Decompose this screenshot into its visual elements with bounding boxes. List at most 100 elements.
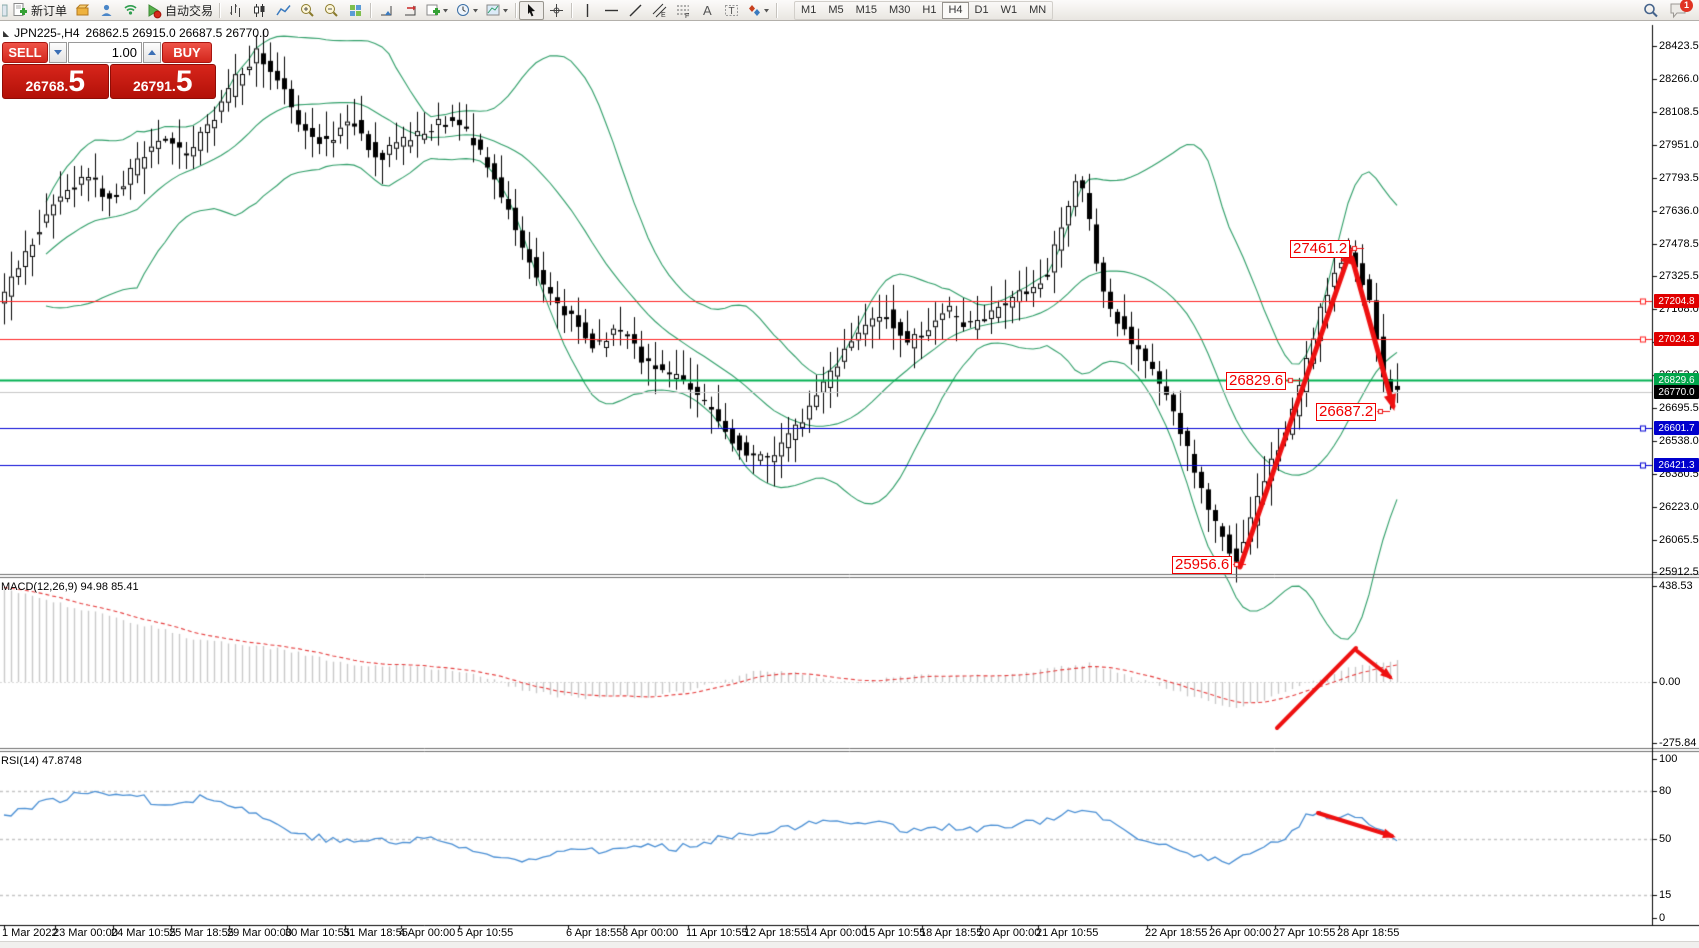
chart-header: ◣ JPN225-,H4 26862.5 26915.0 26687.5 267… bbox=[3, 26, 269, 40]
text-label-icon: T bbox=[724, 4, 738, 17]
search-icon bbox=[1644, 3, 1658, 17]
periods-button[interactable] bbox=[452, 1, 482, 20]
order-controls-row: SELL BUY bbox=[2, 42, 216, 63]
arrows-tool-button[interactable] bbox=[743, 1, 773, 20]
zoom-out-icon bbox=[324, 3, 338, 17]
axis-label: 27478.5 bbox=[1659, 238, 1699, 250]
autotrading-label: 自动交易 bbox=[165, 3, 214, 18]
axis-label: 28108.5 bbox=[1659, 106, 1699, 118]
timeframe-button-mn[interactable]: MN bbox=[1029, 3, 1047, 16]
text-icon: A bbox=[703, 3, 712, 18]
community-button[interactable] bbox=[94, 1, 118, 20]
signals-button[interactable] bbox=[118, 1, 142, 20]
time-axis-label: 15 Apr 10:55 bbox=[863, 927, 926, 939]
channel-tool-button[interactable]: E bbox=[647, 1, 671, 20]
search-button[interactable] bbox=[1639, 1, 1663, 20]
text-label-tool-button[interactable]: T bbox=[719, 1, 743, 20]
price-annotation[interactable]: 27461.2 bbox=[1290, 240, 1351, 258]
profiles-button[interactable] bbox=[482, 1, 512, 20]
axis-label: 28423.5 bbox=[1659, 40, 1699, 52]
auto-scroll-icon bbox=[380, 5, 392, 15]
auto-scroll-button[interactable] bbox=[374, 1, 398, 20]
arrows-icon bbox=[749, 4, 770, 16]
timeframe-button-m30[interactable]: M30 bbox=[889, 3, 911, 16]
candlestick-chart-button[interactable] bbox=[247, 1, 271, 20]
timeframe-button-w1[interactable]: W1 bbox=[1000, 3, 1018, 16]
toolbar-separator bbox=[515, 2, 517, 18]
svg-text:T: T bbox=[728, 6, 734, 17]
zoom-in-button[interactable] bbox=[295, 1, 319, 20]
timeframe-button-m5[interactable]: M5 bbox=[828, 3, 844, 16]
zoom-in-icon bbox=[300, 3, 314, 17]
axis-label: 26065.5 bbox=[1659, 534, 1699, 546]
axis-label: 27636.0 bbox=[1659, 205, 1699, 217]
equidistant-channel-icon: E bbox=[652, 3, 666, 19]
time-axis-label: 14 Apr 00:00 bbox=[805, 927, 868, 939]
volume-input[interactable] bbox=[68, 42, 142, 63]
line-chart-button[interactable] bbox=[271, 1, 295, 20]
crosshair-tool-button[interactable] bbox=[544, 1, 568, 20]
sell-price[interactable]: 26768. 5 bbox=[2, 64, 109, 99]
clipped-icon[interactable] bbox=[1, 1, 8, 20]
horizontal-line-icon bbox=[604, 9, 618, 11]
axis-label: 100 bbox=[1659, 753, 1678, 765]
price-badge: 26770.0 bbox=[1654, 385, 1699, 399]
bar-chart-button[interactable] bbox=[223, 1, 247, 20]
price-annotation[interactable]: 25956.6 bbox=[1172, 556, 1233, 574]
time-axis-label: 21 Apr 10:55 bbox=[1036, 927, 1099, 939]
buy-price[interactable]: 26791. 5 bbox=[109, 64, 216, 99]
price-annotation[interactable]: 26687.2 bbox=[1316, 403, 1377, 421]
new-order-button[interactable]: 新订单 bbox=[8, 1, 70, 20]
toolbar-right-group: 1 bbox=[1639, 0, 1693, 20]
signal-icon bbox=[123, 4, 137, 15]
axis-label: 15 bbox=[1659, 889, 1672, 901]
panel-toggle-arrow[interactable]: ◣ bbox=[3, 28, 10, 38]
timeframe-button-m15[interactable]: M15 bbox=[855, 3, 877, 16]
new-order-label: 新订单 bbox=[31, 3, 68, 18]
trendline-tool-button[interactable] bbox=[623, 1, 647, 20]
new-order-icon bbox=[13, 2, 27, 16]
market-button[interactable] bbox=[70, 1, 94, 20]
time-axis-label: 11 Apr 10:55 bbox=[686, 927, 748, 939]
time-axis-label: 24 Mar 10:55 bbox=[111, 927, 176, 939]
zoom-out-button[interactable] bbox=[319, 1, 343, 20]
svg-text:E: E bbox=[661, 12, 666, 19]
cursor-icon bbox=[528, 3, 536, 16]
profiles-icon bbox=[486, 4, 509, 15]
vertical-line-tool-button[interactable] bbox=[575, 1, 599, 20]
svg-text:A: A bbox=[703, 3, 712, 18]
autotrading-icon bbox=[148, 3, 162, 18]
volume-decrease-button[interactable] bbox=[49, 42, 67, 63]
chart-shift-button[interactable] bbox=[398, 1, 422, 20]
timeframe-button-h1[interactable]: H1 bbox=[922, 3, 937, 16]
sell-button[interactable]: SELL bbox=[2, 42, 48, 63]
fibonacci-icon: F bbox=[676, 5, 689, 19]
price-badge: 26601.7 bbox=[1654, 421, 1699, 435]
notifications-button[interactable]: 1 bbox=[1669, 0, 1693, 19]
horizontal-line-tool-button[interactable] bbox=[599, 1, 623, 20]
buy-button[interactable]: BUY bbox=[162, 42, 212, 63]
cursor-tool-button[interactable] bbox=[519, 0, 545, 20]
tile-windows-icon bbox=[349, 4, 361, 16]
axis-label: 27793.5 bbox=[1659, 172, 1699, 184]
axis-label: 27325.5 bbox=[1659, 270, 1699, 282]
text-tool-button[interactable]: A bbox=[695, 1, 719, 20]
time-axis-label: 6 Apr 18:55 bbox=[566, 927, 623, 939]
axis-label: 80 bbox=[1659, 785, 1672, 797]
timeframe-button-h4[interactable]: H4 bbox=[942, 1, 969, 19]
autotrading-button[interactable]: 自动交易 bbox=[142, 1, 216, 20]
volume-increase-button[interactable] bbox=[143, 42, 161, 63]
axis-label: 50 bbox=[1659, 833, 1672, 845]
price-annotation[interactable]: 26829.6 bbox=[1226, 372, 1287, 390]
toolbar-separator bbox=[219, 2, 221, 18]
time-axis-label: 29 Mar 00:00 bbox=[227, 927, 292, 939]
timeframe-button-m1[interactable]: M1 bbox=[801, 3, 817, 16]
fibonacci-tool-button[interactable]: F bbox=[671, 1, 695, 20]
tile-windows-button[interactable] bbox=[343, 1, 367, 20]
timeframe-button-d1[interactable]: D1 bbox=[974, 3, 989, 16]
axis-label: 0 bbox=[1659, 912, 1666, 924]
svg-text:F: F bbox=[685, 13, 689, 19]
toolbar-separator bbox=[370, 2, 372, 18]
new-chart-button[interactable] bbox=[422, 1, 452, 20]
